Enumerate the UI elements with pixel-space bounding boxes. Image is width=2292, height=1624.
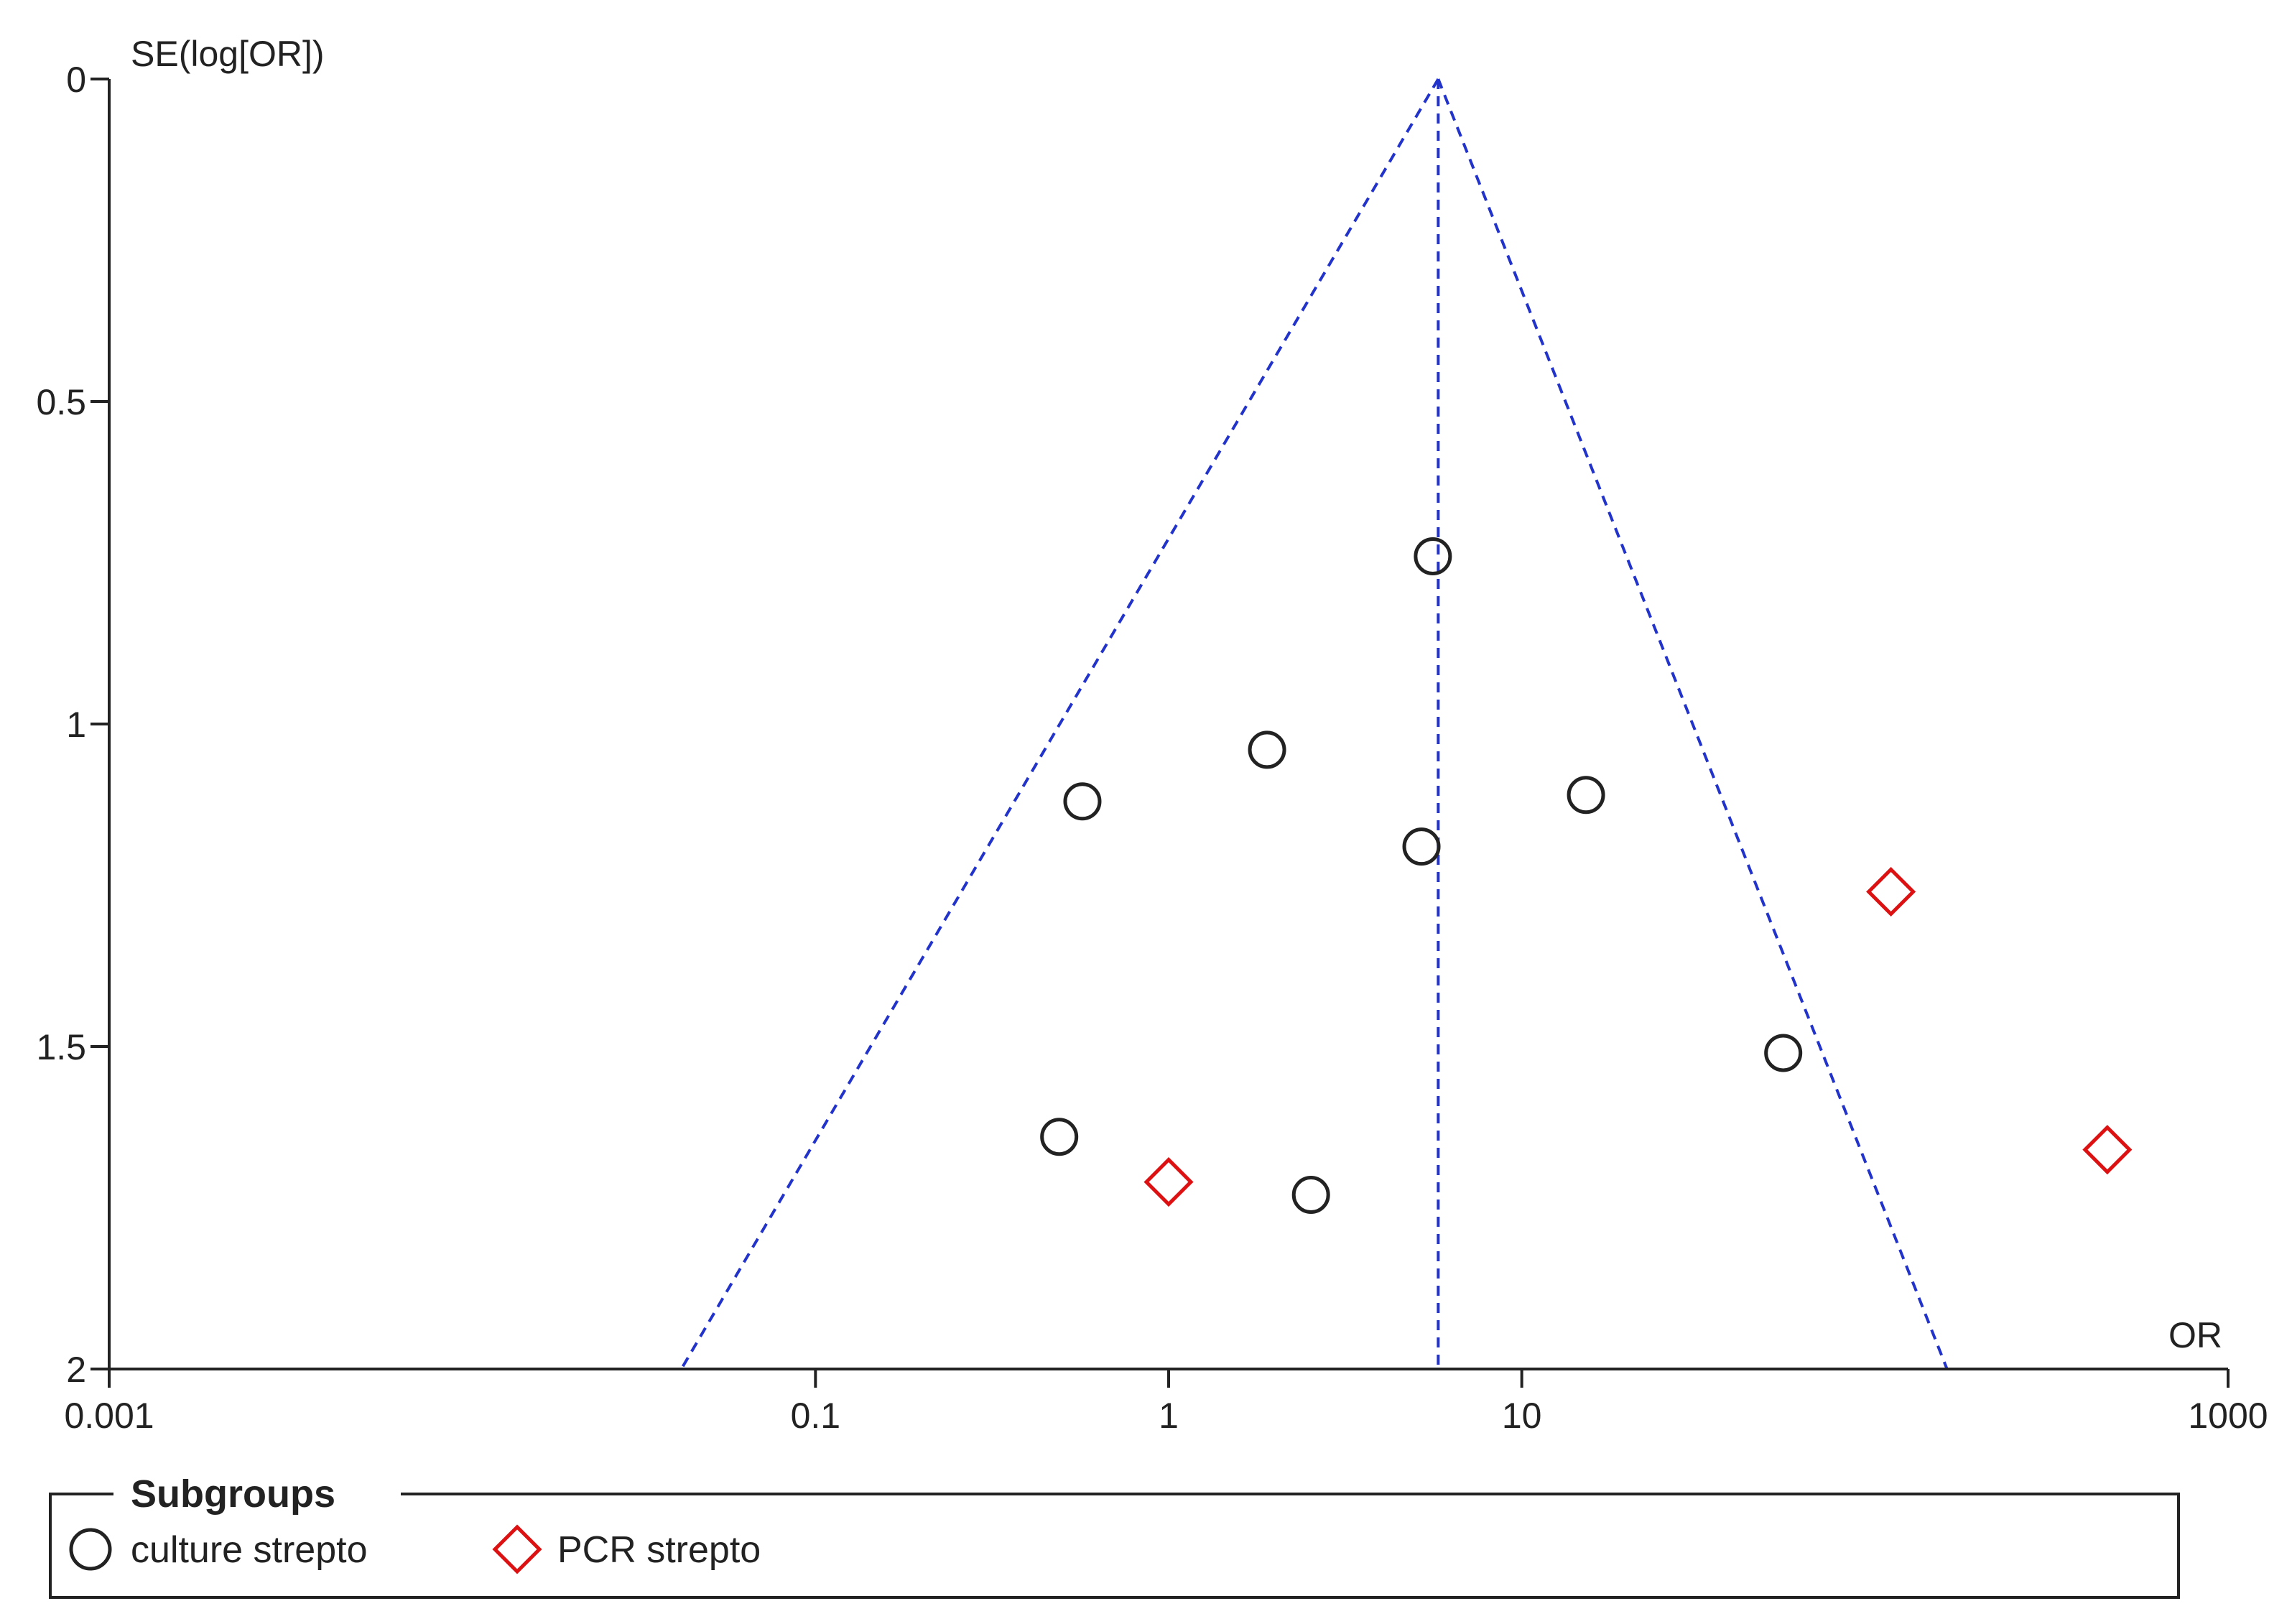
series-culture-strepto <box>1040 537 1803 1215</box>
funnel-left-line <box>679 78 1440 1370</box>
y-tick-label: 1.5 <box>36 1027 86 1067</box>
data-point-circle <box>1414 537 1452 576</box>
legend-label: PCR strepto <box>557 1529 761 1571</box>
data-point-circle <box>1567 776 1605 815</box>
data-point-circle <box>1291 1176 1330 1215</box>
data-point-circle <box>1040 1118 1079 1156</box>
y-tick-label: 0.5 <box>36 382 86 422</box>
y-tick-label: 1 <box>66 705 86 745</box>
data-point-circle <box>1063 782 1102 821</box>
x-axis-ticks: 0.001 0.1 1 10 1000 <box>64 1369 2268 1436</box>
x-axis-title: OR <box>2168 1315 2222 1355</box>
y-tick-label: 2 <box>66 1350 86 1390</box>
data-points <box>1040 537 2133 1215</box>
data-point-diamond <box>1143 1157 1194 1207</box>
x-tick-label: 1 <box>1159 1396 1179 1436</box>
legend-label: culture strepto <box>131 1529 368 1571</box>
y-axis-title: SE(log[OR]) <box>131 34 325 74</box>
data-point-circle <box>1248 730 1286 769</box>
legend-diamond-icon <box>492 1524 542 1574</box>
x-tick-label: 1000 <box>2188 1396 2268 1436</box>
data-point-circle <box>1764 1034 1803 1072</box>
data-point-circle <box>1402 827 1441 866</box>
series-PCR-strepto <box>1143 866 2133 1207</box>
legend-title-background <box>113 1487 401 1501</box>
data-point-diamond <box>2082 1125 2133 1175</box>
y-axis-ticks: 0 0.5 1 1.5 2 <box>36 60 109 1390</box>
x-tick-label: 0.001 <box>64 1396 154 1436</box>
legend-title: Subgroups <box>131 1472 335 1516</box>
legend-entries: culture strepto PCR strepto <box>69 1524 761 1574</box>
legend-entry: culture strepto <box>69 1528 368 1571</box>
legend: Subgroups culture strepto PCR strepto <box>49 1472 2180 1599</box>
legend-box <box>49 1493 2180 1599</box>
legend-circle-icon <box>69 1528 112 1571</box>
x-tick-label: 10 <box>1502 1396 1542 1436</box>
x-tick-label: 0.1 <box>791 1396 841 1436</box>
funnel-confidence-lines <box>679 78 1949 1370</box>
funnel-right-line <box>1437 78 1949 1370</box>
data-point-diamond <box>1866 866 1916 917</box>
y-tick-label: 0 <box>66 60 86 100</box>
legend-entry: PCR strepto <box>492 1524 761 1574</box>
axes <box>108 79 2228 1370</box>
